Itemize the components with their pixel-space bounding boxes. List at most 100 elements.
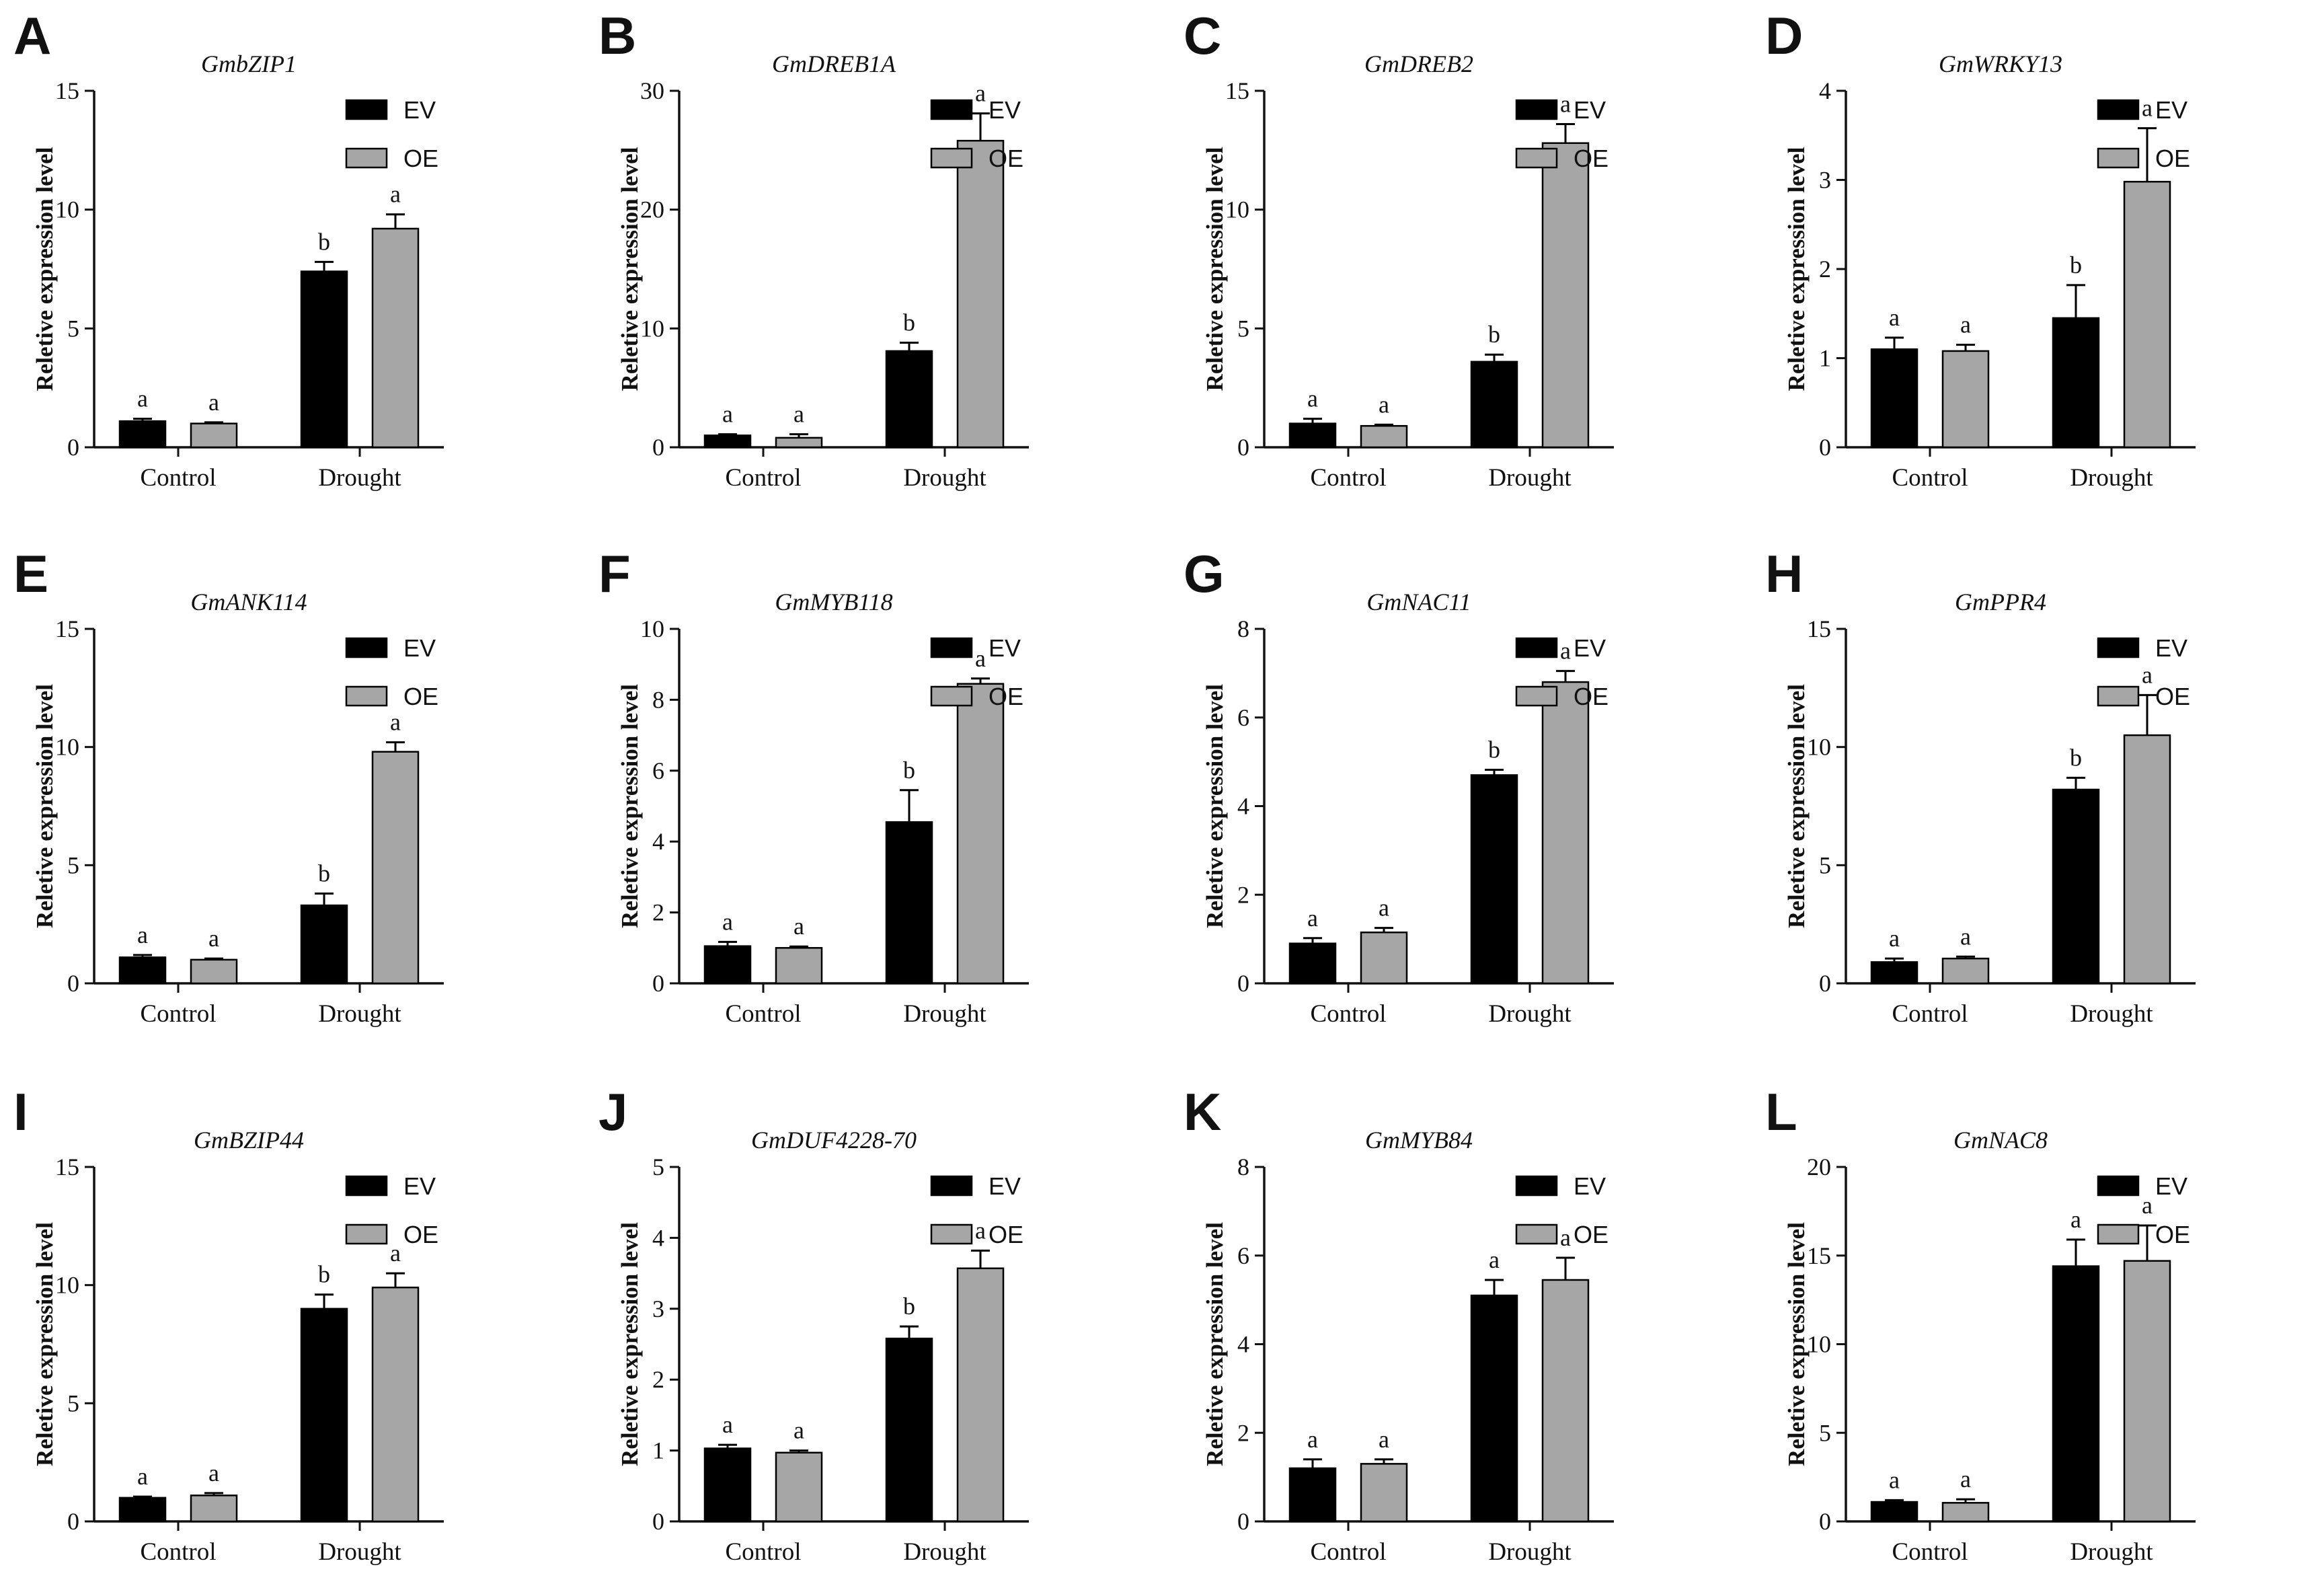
significance-label: a [208, 1460, 219, 1486]
chart-title: GmbZIP1 [201, 50, 297, 77]
legend-swatch-ev [345, 637, 388, 658]
significance-label: b [318, 1261, 330, 1288]
legend-label-oe: OE [1574, 145, 1609, 172]
legend-swatch-ev [345, 99, 388, 120]
y-tick-label: 0 [67, 970, 79, 997]
significance-label: a [390, 1240, 401, 1266]
significance-label: a [1307, 905, 1318, 932]
bar-ev [118, 956, 167, 985]
panel-j: J GmDUF4228-70 Reletive expression level 0 1… [598, 1082, 1029, 1566]
legend-swatch-oe [930, 685, 973, 707]
significance-label: a [208, 925, 219, 952]
x-tick-label: Control [1892, 464, 1968, 492]
y-tick-label: 2 [1819, 256, 1831, 282]
y-tick-label: 2 [1237, 1419, 1249, 1446]
y-tick-label: 4 [1237, 793, 1249, 820]
y-tick-label: 15 [55, 77, 79, 104]
y-tick-label: 0 [1237, 1508, 1249, 1535]
panel-letter: K [1184, 1082, 1221, 1141]
bar-oe [371, 227, 420, 449]
y-tick-label: 6 [1237, 1242, 1249, 1269]
y-tick-label: 10 [55, 196, 79, 223]
significance-label: a [1889, 1466, 1900, 1493]
x-tick-label: Drought [318, 464, 401, 492]
bar-oe [956, 139, 1005, 449]
bar-ev [703, 1447, 752, 1523]
x-tick-label: Control [140, 464, 216, 492]
x-tick-label: Control [725, 1000, 801, 1028]
bar-ev [2052, 317, 2100, 449]
legend-label-oe: OE [989, 145, 1023, 172]
significance-label: a [1960, 311, 1971, 338]
significance-label: a [975, 80, 986, 107]
bar-ev [703, 434, 752, 449]
y-tick-label: 5 [1819, 852, 1831, 878]
x-tick-label: Control [1892, 1538, 1968, 1566]
legend-label-ev: EV [989, 96, 1021, 124]
panel-e: E GmANK114 Reletive expression level 0 5 10 15… [13, 544, 444, 1028]
y-tick-label: 3 [652, 1295, 664, 1322]
chart-title: GmDREB2 [1364, 50, 1473, 77]
y-axis-label: Reletive expression level [1783, 684, 1810, 928]
y-tick-label: 2 [652, 1366, 664, 1393]
legend-label-ev: EV [2155, 96, 2187, 124]
bar-oe [1541, 142, 1590, 449]
bar-oe [190, 1495, 238, 1523]
y-tick-label: 30 [640, 77, 664, 104]
panel-letter: I [13, 1082, 28, 1141]
significance-label: b [318, 860, 330, 886]
bar-oe [1941, 1502, 1990, 1523]
bar-ev [885, 821, 933, 985]
significance-label: a [137, 385, 148, 412]
x-tick-label: Drought [903, 1538, 986, 1566]
bar-oe [190, 422, 238, 449]
panel-letter: C [1184, 6, 1221, 65]
significance-label: a [137, 1463, 148, 1490]
x-tick-label: Control [140, 1538, 216, 1566]
legend-swatch-oe [345, 685, 388, 707]
y-tick-label: 0 [1819, 1508, 1831, 1535]
y-tick-label: 10 [55, 734, 79, 761]
significance-label: b [2070, 744, 2082, 771]
x-tick-label: Control [1310, 1000, 1386, 1028]
y-tick-label: 4 [1237, 1331, 1249, 1358]
legend-swatch-oe [1515, 685, 1558, 707]
x-tick-label: Drought [1488, 1538, 1572, 1566]
bar-oe [775, 437, 823, 449]
y-tick-label: 6 [1237, 704, 1249, 731]
legend-label-oe: OE [403, 145, 438, 172]
legend-swatch-oe [2097, 147, 2140, 169]
chart-title: GmWRKY13 [1939, 50, 2062, 77]
bar-oe [775, 947, 823, 985]
significance-label: b [903, 757, 915, 784]
y-tick-label: 6 [652, 757, 664, 784]
legend-label-oe: OE [403, 1221, 438, 1248]
bar-ev [2052, 788, 2100, 985]
significance-label: a [1889, 304, 1900, 331]
y-tick-label: 15 [1807, 1242, 1831, 1269]
legend-swatch-ev [2097, 99, 2140, 120]
y-axis-label: Reletive expression level [617, 684, 643, 928]
significance-label: a [1379, 391, 1389, 418]
legend-label-ev: EV [1574, 634, 1606, 662]
legend-swatch-oe [2097, 1223, 2140, 1245]
panel-k: K GmMYB84 Reletive expression level 0 2 4 6 8 Co… [1184, 1082, 1614, 1566]
y-axis-label: Reletive expression level [1783, 147, 1810, 391]
bar-ev [885, 1337, 933, 1523]
legend-swatch-oe [345, 1223, 388, 1245]
y-tick-label: 8 [1237, 615, 1249, 642]
significance-label: b [1488, 321, 1500, 348]
y-axis-label: Reletive expression level [32, 147, 58, 391]
legend-label-ev: EV [1574, 96, 1606, 124]
legend-swatch-oe [2097, 685, 2140, 707]
legend-label-oe: OE [2155, 1221, 2190, 1248]
y-tick-label: 0 [67, 434, 79, 461]
significance-label: a [2142, 1192, 2153, 1219]
x-tick-label: Control [725, 464, 801, 492]
y-tick-label: 5 [67, 315, 79, 342]
panel-letter: A [13, 6, 51, 65]
panel-letter: H [1765, 544, 1803, 603]
y-tick-label: 4 [652, 828, 664, 855]
y-axis-label: Reletive expression level [1202, 684, 1228, 928]
